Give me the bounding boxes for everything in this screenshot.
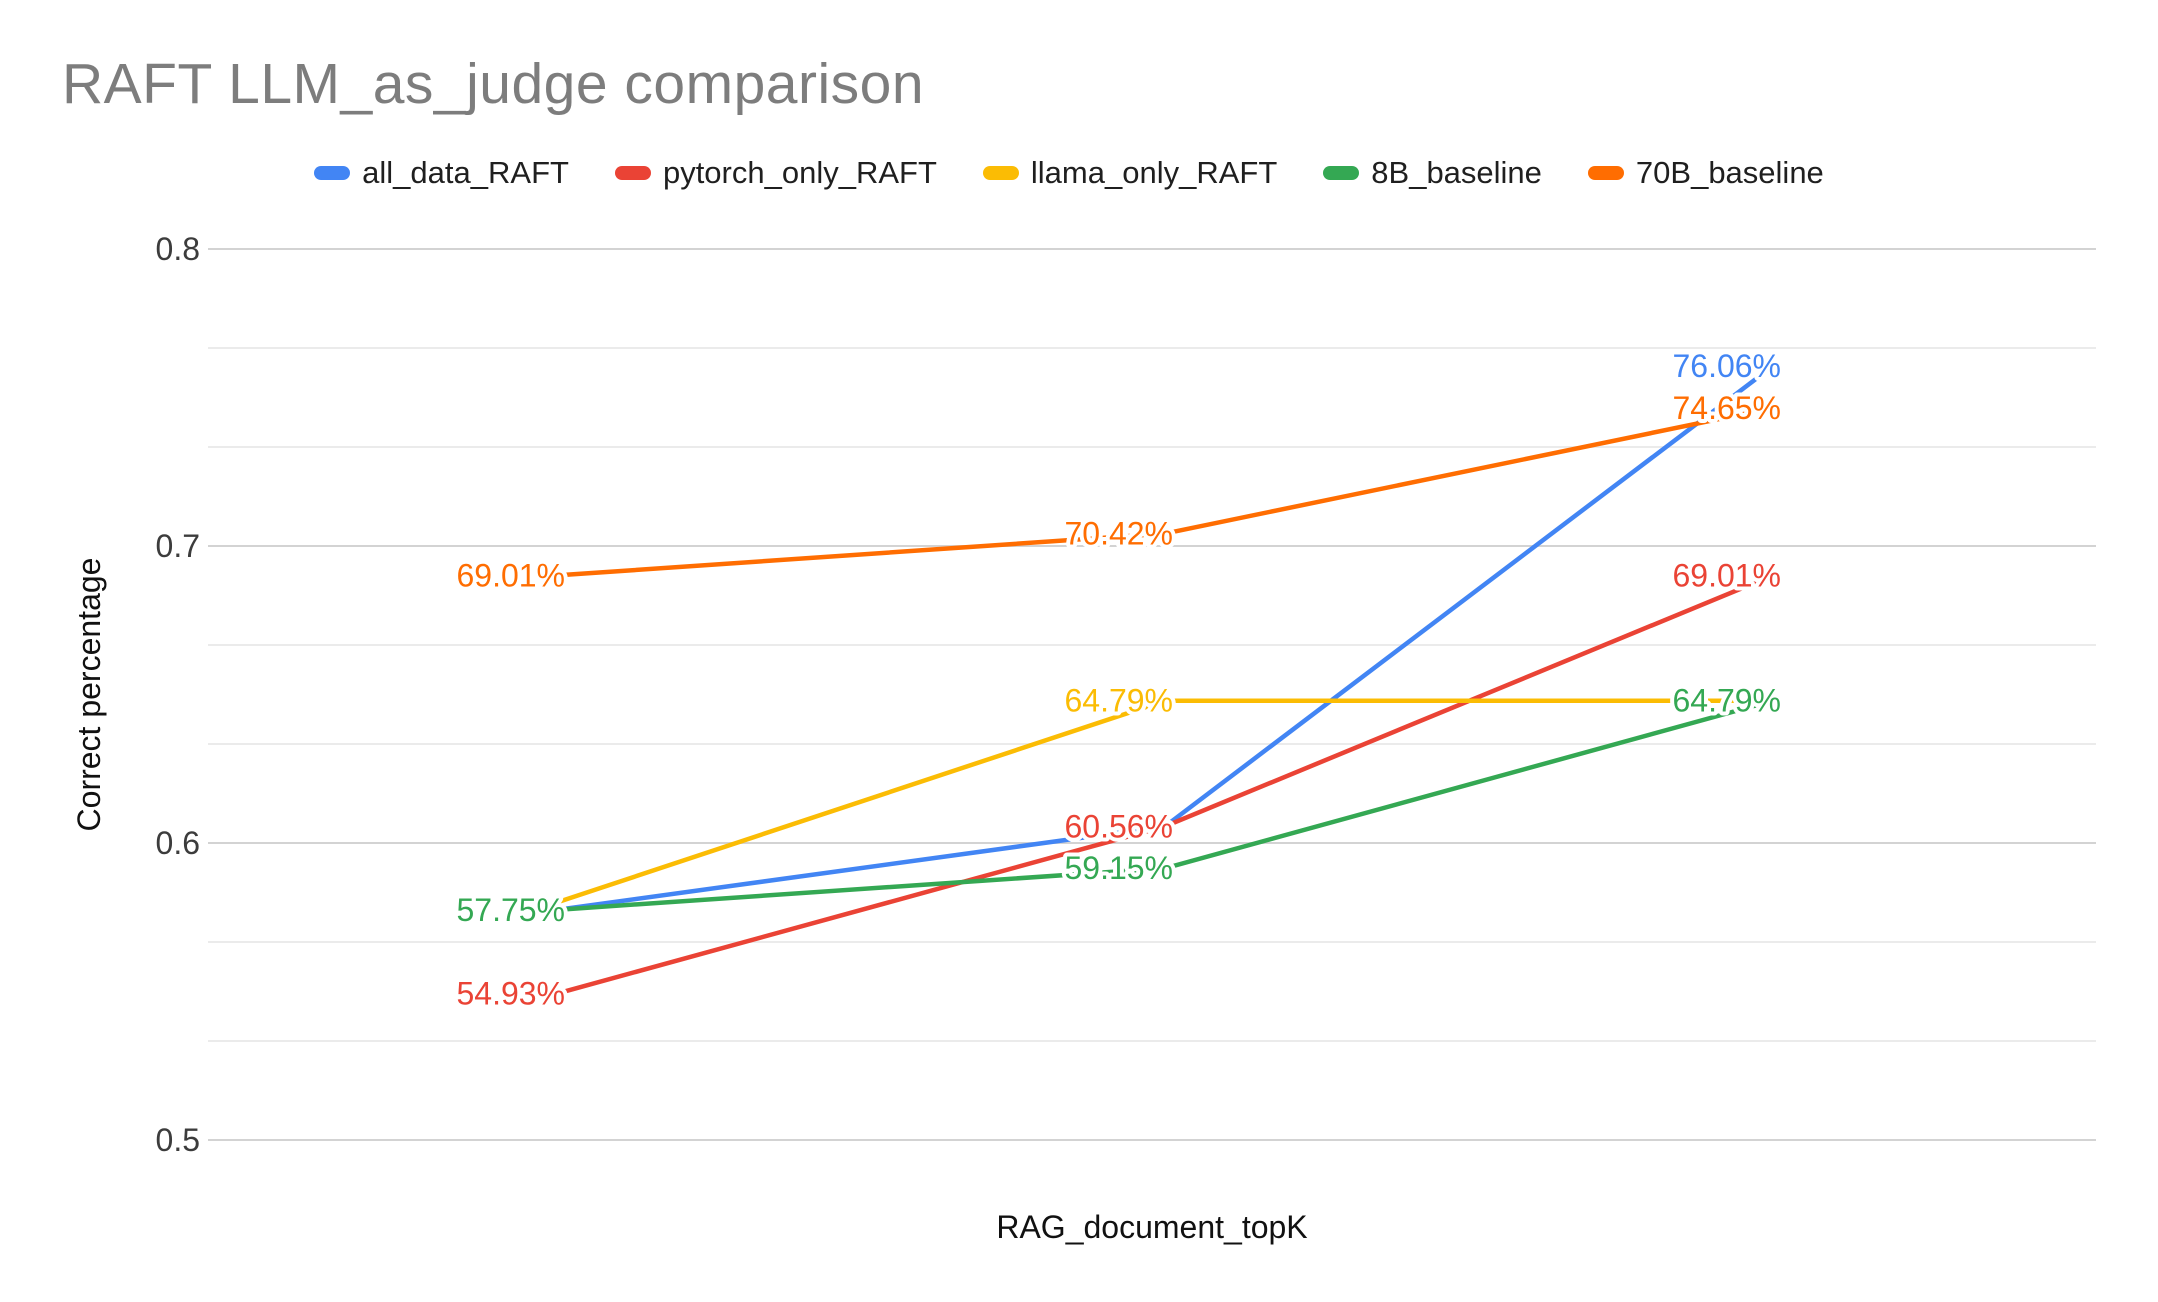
data-label-pytorch_only_RAFT-2: 69.01% [1672,557,1781,593]
legend-item-8B_baseline[interactable]: 8B_baseline [1323,155,1542,191]
legend-label: 8B_baseline [1371,155,1542,190]
data-label-all_data_RAFT-2: 76.06% [1672,348,1781,384]
legend-item-pytorch_only_RAFT[interactable]: pytorch_only_RAFT [614,155,937,191]
legend-label: all_data_RAFT [362,155,569,190]
legend-label: 70B_baseline [1635,155,1824,190]
data-label-70B_baseline-1: 70.42% [1064,516,1173,552]
data-label-70B_baseline-0: 69.01% [456,557,565,593]
chart-title: RAFT LLM_as_judge comparison [62,52,925,116]
x-axis-title: RAG_document_topK [996,1209,1307,1245]
y-axis-title: Correct percentage [71,558,107,832]
legend-swatch-icon [614,166,651,180]
data-label-8B_baseline-0: 57.75% [456,892,565,928]
y-tick-label: 0.8 [156,231,200,267]
y-tick-label: 0.6 [156,825,200,861]
data-label-pytorch_only_RAFT-1: 60.56% [1064,808,1173,844]
legend-swatch-icon [1587,166,1624,180]
legend-item-70B_baseline[interactable]: 70B_baseline [1587,155,1824,191]
y-tick-label: 0.7 [156,528,200,564]
legend: all_data_RAFT pytorch_only_RAFT llama_only… [0,150,2138,196]
data-label-pytorch_only_RAFT-0: 54.93% [456,976,565,1012]
legend-swatch-icon [1323,166,1360,180]
legend-label: pytorch_only_RAFT [662,155,937,190]
legend-swatch-icon [314,166,351,180]
legend-swatch-icon [982,166,1019,180]
legend-item-all_data_RAFT[interactable]: all_data_RAFT [314,155,569,191]
y-tick-label: 0.5 [156,1122,200,1158]
series-line-8B_baseline [556,698,1774,913]
legend-item-llama_only_RAFT[interactable]: llama_only_RAFT [982,155,1278,191]
data-label-8B_baseline-2: 64.79% [1672,683,1781,719]
series-line-pytorch_only_RAFT [556,573,1774,996]
data-label-llama_only_RAFT-1: 64.79% [1064,683,1173,719]
series-line-70B_baseline [556,405,1774,578]
data-label-70B_baseline-2: 74.65% [1672,390,1781,426]
data-label-8B_baseline-1: 59.15% [1064,850,1173,886]
series-line-llama_only_RAFT [556,698,1773,905]
legend-label: llama_only_RAFT [1030,155,1278,190]
